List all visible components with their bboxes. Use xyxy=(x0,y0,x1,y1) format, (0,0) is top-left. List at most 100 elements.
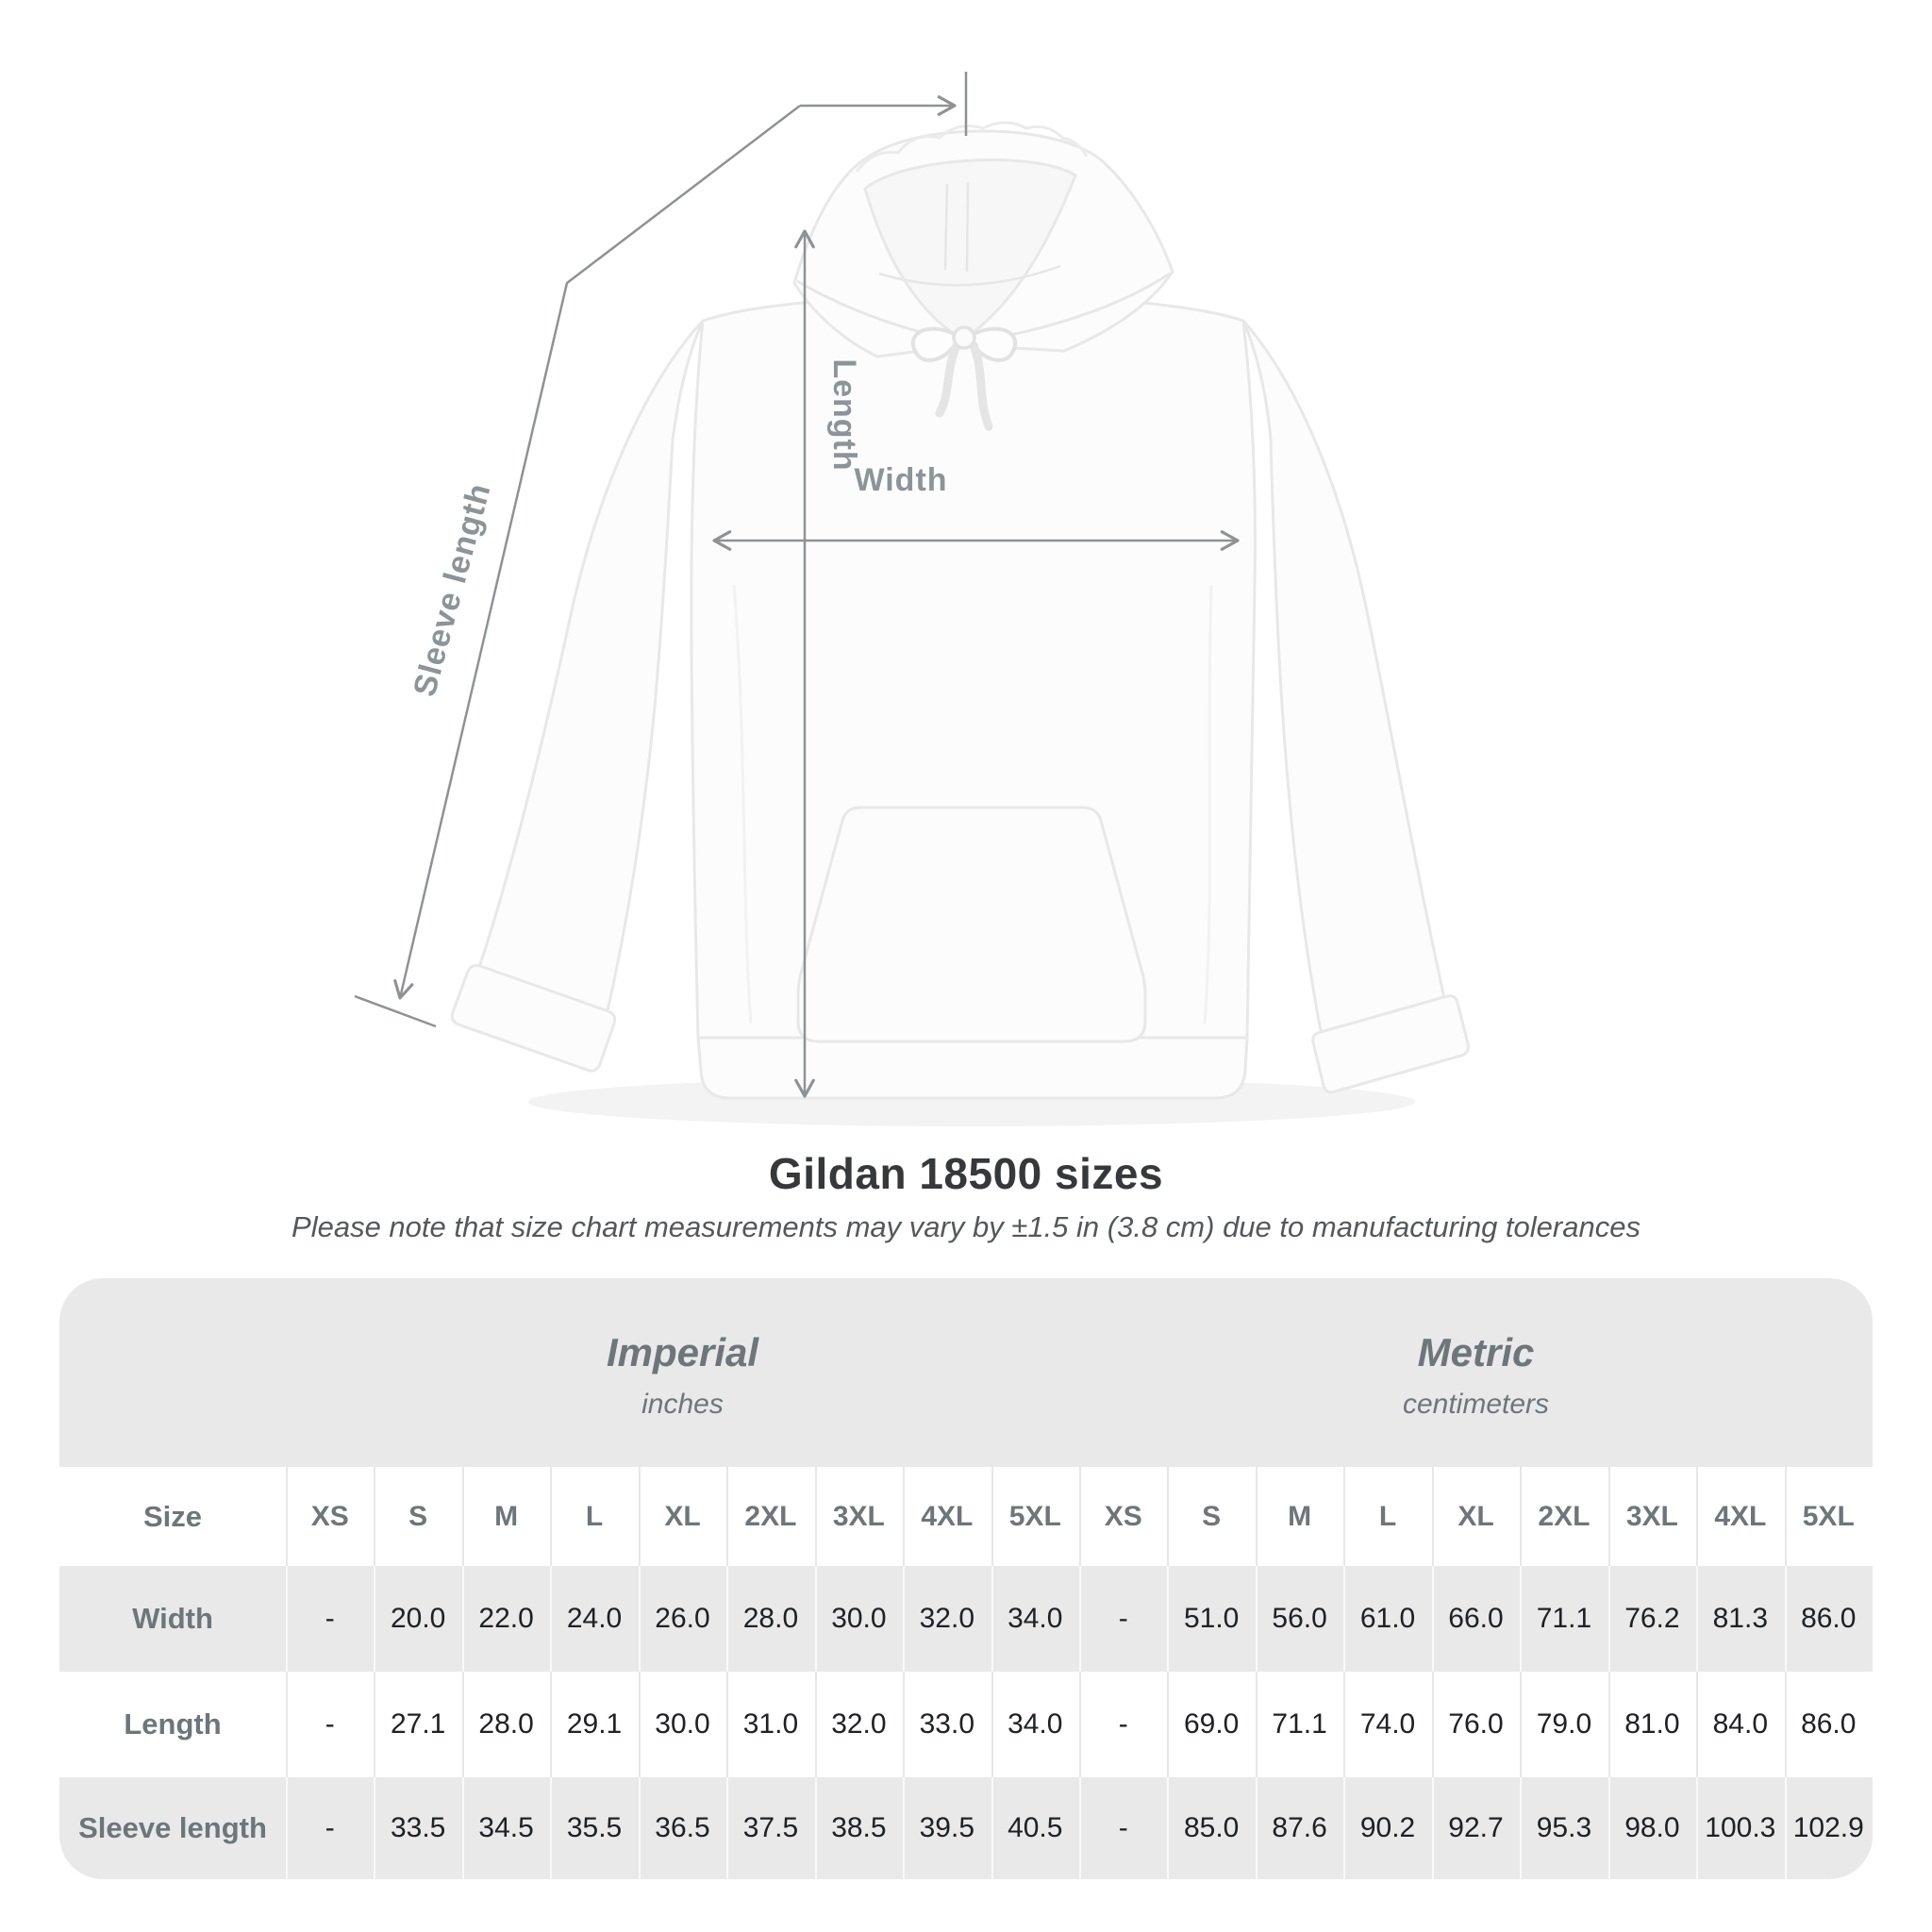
cell-length-imperial-5xl: 34.0 xyxy=(991,1672,1079,1777)
size-header-imperial-4xl: 4XL xyxy=(903,1467,991,1566)
cell-width-metric-xl: 66.0 xyxy=(1432,1566,1520,1672)
cell-width-imperial-xl: 26.0 xyxy=(639,1566,726,1672)
size-header-imperial-5xl: 5XL xyxy=(991,1467,1079,1566)
cell-length-metric-s: 69.0 xyxy=(1167,1672,1256,1777)
hoodie-fold-right xyxy=(1203,584,1213,1024)
cell-length-metric-l: 74.0 xyxy=(1343,1672,1432,1777)
hoodie-hood-inner xyxy=(863,158,1077,341)
sleeve-length-cuff-tick xyxy=(354,994,437,1028)
hoodie-right-cuff xyxy=(1311,994,1470,1094)
drawstring-knot xyxy=(952,325,976,350)
cell-length-imperial-2xl: 31.0 xyxy=(726,1672,815,1777)
cell-sleeve-length-metric-5xl: 102.9 xyxy=(1785,1777,1873,1879)
size-grid: Size XS S M L XL 2XL 3XL 4XL 5XL XS S M L XL 2XL 3XL 4XL 5… xyxy=(59,1467,1873,1879)
cell-sleeve-length-imperial-m: 34.5 xyxy=(462,1777,550,1879)
metric-unit-label: centimeters xyxy=(1402,1389,1550,1420)
metric-label: Metric xyxy=(1417,1330,1535,1374)
imperial-unit-label: inches xyxy=(641,1389,724,1420)
cell-length-imperial-s: 27.1 xyxy=(374,1672,462,1777)
cell-sleeve-length-metric-4xl: 100.3 xyxy=(1696,1777,1784,1879)
size-header-metric-2xl: 2XL xyxy=(1520,1467,1608,1566)
cell-width-metric-l: 61.0 xyxy=(1343,1566,1431,1672)
length-label: Length xyxy=(826,358,862,471)
title-block: Gildan 18500 sizes Please note that size… xyxy=(0,1148,1932,1244)
cell-sleeve-length-imperial-5xl: 40.5 xyxy=(991,1777,1079,1879)
size-header-imperial-2xl: 2XL xyxy=(726,1467,815,1566)
size-header-metric-4xl: 4XL xyxy=(1696,1467,1785,1566)
cell-length-imperial-3xl: 32.0 xyxy=(814,1672,904,1777)
cell-sleeve-length-imperial-3xl: 38.5 xyxy=(815,1777,903,1879)
cell-length-imperial-m: 28.0 xyxy=(461,1672,551,1777)
cell-sleeve-length-metric-l: 90.2 xyxy=(1343,1777,1431,1879)
size-header-imperial-l: L xyxy=(550,1467,639,1566)
cell-length-metric-3xl: 81.0 xyxy=(1607,1672,1697,1777)
size-header-metric-l: L xyxy=(1343,1467,1432,1566)
cell-length-metric-m: 71.1 xyxy=(1255,1672,1344,1777)
hood-back-seam xyxy=(878,264,1061,287)
cell-sleeve-length-metric-2xl: 95.3 xyxy=(1520,1777,1607,1879)
cell-length-imperial-xs: - xyxy=(286,1672,375,1777)
imperial-label: Imperial xyxy=(606,1330,759,1374)
size-header-metric-5xl: 5XL xyxy=(1784,1467,1873,1566)
cell-width-metric-m: 56.0 xyxy=(1256,1566,1343,1672)
row-label-length: Length xyxy=(59,1672,286,1777)
drawstring-loop-left xyxy=(911,326,960,362)
cell-length-imperial-l: 29.1 xyxy=(550,1672,639,1777)
size-header-metric-xl: XL xyxy=(1431,1467,1521,1566)
width-label: Width xyxy=(854,462,947,498)
size-header-imperial-m: M xyxy=(461,1467,551,1566)
cell-width-imperial-5xl: 34.0 xyxy=(991,1566,1079,1672)
hood-center-seam xyxy=(943,181,970,273)
cell-width-imperial-2xl: 28.0 xyxy=(726,1566,814,1672)
hoodie-left-cuff xyxy=(450,963,617,1073)
cell-length-metric-xs: - xyxy=(1078,1672,1168,1777)
cell-width-imperial-m: 22.0 xyxy=(462,1566,550,1672)
sleeve-length-label: Sleeve length xyxy=(407,479,498,700)
cell-sleeve-length-imperial-l: 35.5 xyxy=(550,1777,638,1879)
cell-width-metric-3xl: 76.2 xyxy=(1608,1566,1696,1672)
cell-sleeve-length-imperial-xl: 36.5 xyxy=(639,1777,726,1879)
cell-length-metric-5xl: 86.0 xyxy=(1784,1672,1873,1777)
size-header-metric-s: S xyxy=(1167,1467,1256,1566)
sleeve-length-line xyxy=(393,105,801,1000)
size-column-header: Size xyxy=(59,1467,286,1566)
cell-length-imperial-4xl: 33.0 xyxy=(903,1672,991,1777)
cell-width-metric-2xl: 71.1 xyxy=(1520,1566,1607,1672)
hoodie-pocket xyxy=(796,806,1147,1043)
cell-width-metric-4xl: 81.3 xyxy=(1696,1566,1784,1672)
drawstring-right xyxy=(969,341,993,431)
size-header-imperial-xl: XL xyxy=(638,1467,727,1566)
cell-width-imperial-xs: - xyxy=(286,1566,374,1672)
cell-length-metric-xl: 76.0 xyxy=(1431,1672,1521,1777)
hoodie-right-sleeve xyxy=(1241,320,1446,1038)
cell-length-imperial-xl: 30.0 xyxy=(638,1672,727,1777)
cell-width-imperial-s: 20.0 xyxy=(374,1566,461,1672)
hoodie-hem-band xyxy=(696,1036,1249,1100)
cell-sleeve-length-imperial-xs: - xyxy=(286,1777,374,1879)
row-label-width: Width xyxy=(132,1602,213,1635)
cell-width-imperial-4xl: 32.0 xyxy=(903,1566,991,1672)
row-label-sleeve-length: Sleeve length xyxy=(78,1811,267,1844)
size-header-metric-xs: XS xyxy=(1078,1467,1168,1566)
size-header-metric-3xl: 3XL xyxy=(1607,1467,1697,1566)
size-chart-table: Imperial inches Metric centimeters Size X… xyxy=(59,1278,1873,1879)
drawstring-left xyxy=(935,341,961,418)
cell-width-metric-5xl: 86.0 xyxy=(1785,1566,1873,1672)
cell-sleeve-length-imperial-4xl: 39.5 xyxy=(903,1777,991,1879)
unit-group-imperial: Imperial inches xyxy=(286,1278,1079,1467)
cell-length-metric-4xl: 84.0 xyxy=(1696,1672,1785,1777)
size-header-imperial-s: S xyxy=(374,1467,462,1566)
cell-sleeve-length-imperial-s: 33.5 xyxy=(374,1777,461,1879)
cell-sleeve-length-imperial-2xl: 37.5 xyxy=(726,1777,814,1879)
size-header-metric-m: M xyxy=(1255,1467,1344,1566)
cell-sleeve-length-metric-xl: 92.7 xyxy=(1432,1777,1520,1879)
cell-sleeve-length-metric-m: 87.6 xyxy=(1256,1777,1343,1879)
unit-header-row: Imperial inches Metric centimeters xyxy=(59,1278,1873,1467)
cell-width-metric-xs: - xyxy=(1079,1566,1167,1672)
cell-sleeve-length-metric-3xl: 98.0 xyxy=(1608,1777,1696,1879)
size-header-imperial-3xl: 3XL xyxy=(814,1467,904,1566)
unit-group-metric: Metric centimeters xyxy=(1079,1278,1873,1467)
cell-length-metric-2xl: 79.0 xyxy=(1520,1672,1608,1777)
cell-width-imperial-l: 24.0 xyxy=(550,1566,638,1672)
cell-width-imperial-3xl: 30.0 xyxy=(815,1566,903,1672)
